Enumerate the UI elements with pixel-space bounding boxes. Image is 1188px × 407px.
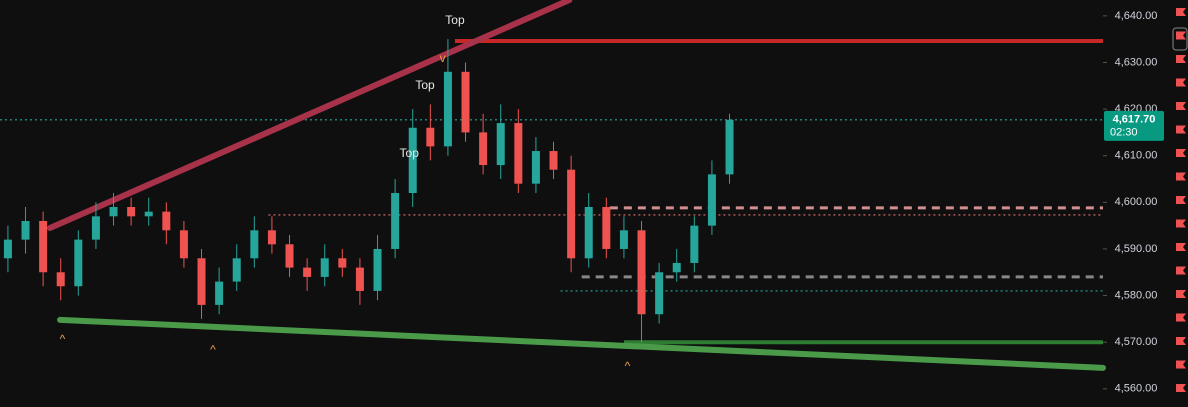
y-tick-label: 4,560.00 xyxy=(1115,383,1158,395)
y-tick-label: 4,610.00 xyxy=(1115,150,1158,162)
candle-body xyxy=(56,272,65,287)
annotation: v xyxy=(440,51,446,65)
countdown: 02:30 xyxy=(1110,127,1138,139)
candle-body xyxy=(39,220,48,273)
candle-body xyxy=(127,206,136,217)
candle-body xyxy=(162,211,171,231)
candle-body xyxy=(338,258,347,268)
candle-body xyxy=(655,272,664,315)
flag-icon xyxy=(1176,196,1186,204)
candle-body xyxy=(179,230,188,259)
candle-body xyxy=(479,132,488,166)
flag-icon xyxy=(1176,55,1186,63)
candle-body xyxy=(672,262,681,273)
flag-icon xyxy=(1176,360,1186,369)
y-tick-label: 4,600.00 xyxy=(1115,196,1158,208)
candle-body xyxy=(285,244,294,268)
candle-body xyxy=(514,123,523,184)
flag-icon xyxy=(1176,8,1186,16)
flag-icon xyxy=(1176,290,1186,298)
candle-body xyxy=(567,169,576,259)
y-tick-label: 4,590.00 xyxy=(1115,243,1158,255)
flag-icon xyxy=(1176,337,1186,345)
annotation: ^ xyxy=(60,332,66,346)
flag-column xyxy=(1176,8,1186,392)
trend-line xyxy=(46,0,573,231)
candle-body xyxy=(584,206,593,259)
candle-body xyxy=(549,151,558,170)
y-tick-label: 4,640.00 xyxy=(1115,10,1158,22)
flag-icon xyxy=(1176,219,1186,228)
candle-body xyxy=(391,193,400,249)
flag-icon xyxy=(1176,102,1186,110)
candle-body xyxy=(250,230,259,259)
y-tick-label: 4,630.00 xyxy=(1115,56,1158,68)
flag-icon xyxy=(1176,125,1186,134)
annotation: Top xyxy=(400,146,420,160)
candle-body xyxy=(91,216,100,240)
candle-body xyxy=(443,71,452,147)
annotation: ^ xyxy=(625,359,631,373)
candle-body xyxy=(725,119,734,175)
candle-body xyxy=(303,267,312,277)
trend-line xyxy=(57,316,1106,371)
candle-body xyxy=(3,239,12,259)
annotation: Top xyxy=(445,13,465,27)
candle-body xyxy=(426,127,435,147)
candle-body xyxy=(496,123,505,166)
flag-icon xyxy=(1176,243,1186,251)
candle-body xyxy=(707,174,716,226)
flag-icon xyxy=(1176,149,1186,157)
candle-body xyxy=(215,281,224,305)
candle-body xyxy=(408,127,417,194)
candle-body xyxy=(109,206,118,217)
candle-body xyxy=(619,230,628,249)
candle-body xyxy=(74,239,83,287)
annotation: ^ xyxy=(210,342,216,356)
candle-body xyxy=(690,225,699,263)
flag-icon xyxy=(1176,172,1186,181)
flag-icon xyxy=(1176,78,1186,87)
candle-body xyxy=(602,206,611,249)
candle-body xyxy=(637,230,646,315)
candle-body xyxy=(531,151,540,184)
candle-body xyxy=(267,230,276,245)
y-tick-label: 4,580.00 xyxy=(1115,289,1158,301)
flag-icon xyxy=(1176,266,1186,275)
annotation: Top xyxy=(415,78,435,92)
flag-icon xyxy=(1176,313,1186,322)
flag-icon xyxy=(1176,384,1186,392)
price-badge xyxy=(1104,110,1164,141)
candle-body xyxy=(232,258,241,282)
flag-icon xyxy=(1176,31,1186,40)
candle-body xyxy=(197,258,206,305)
scale-button[interactable] xyxy=(1172,27,1188,51)
candle-body xyxy=(355,267,364,291)
candle-body xyxy=(461,71,470,133)
candle-body xyxy=(21,220,30,240)
y-tick-label: 4,570.00 xyxy=(1115,336,1158,348)
candle-body xyxy=(320,258,329,277)
candle-body xyxy=(144,211,153,217)
candle-body xyxy=(373,248,382,291)
price-label: 4,617.70 xyxy=(1113,114,1156,126)
